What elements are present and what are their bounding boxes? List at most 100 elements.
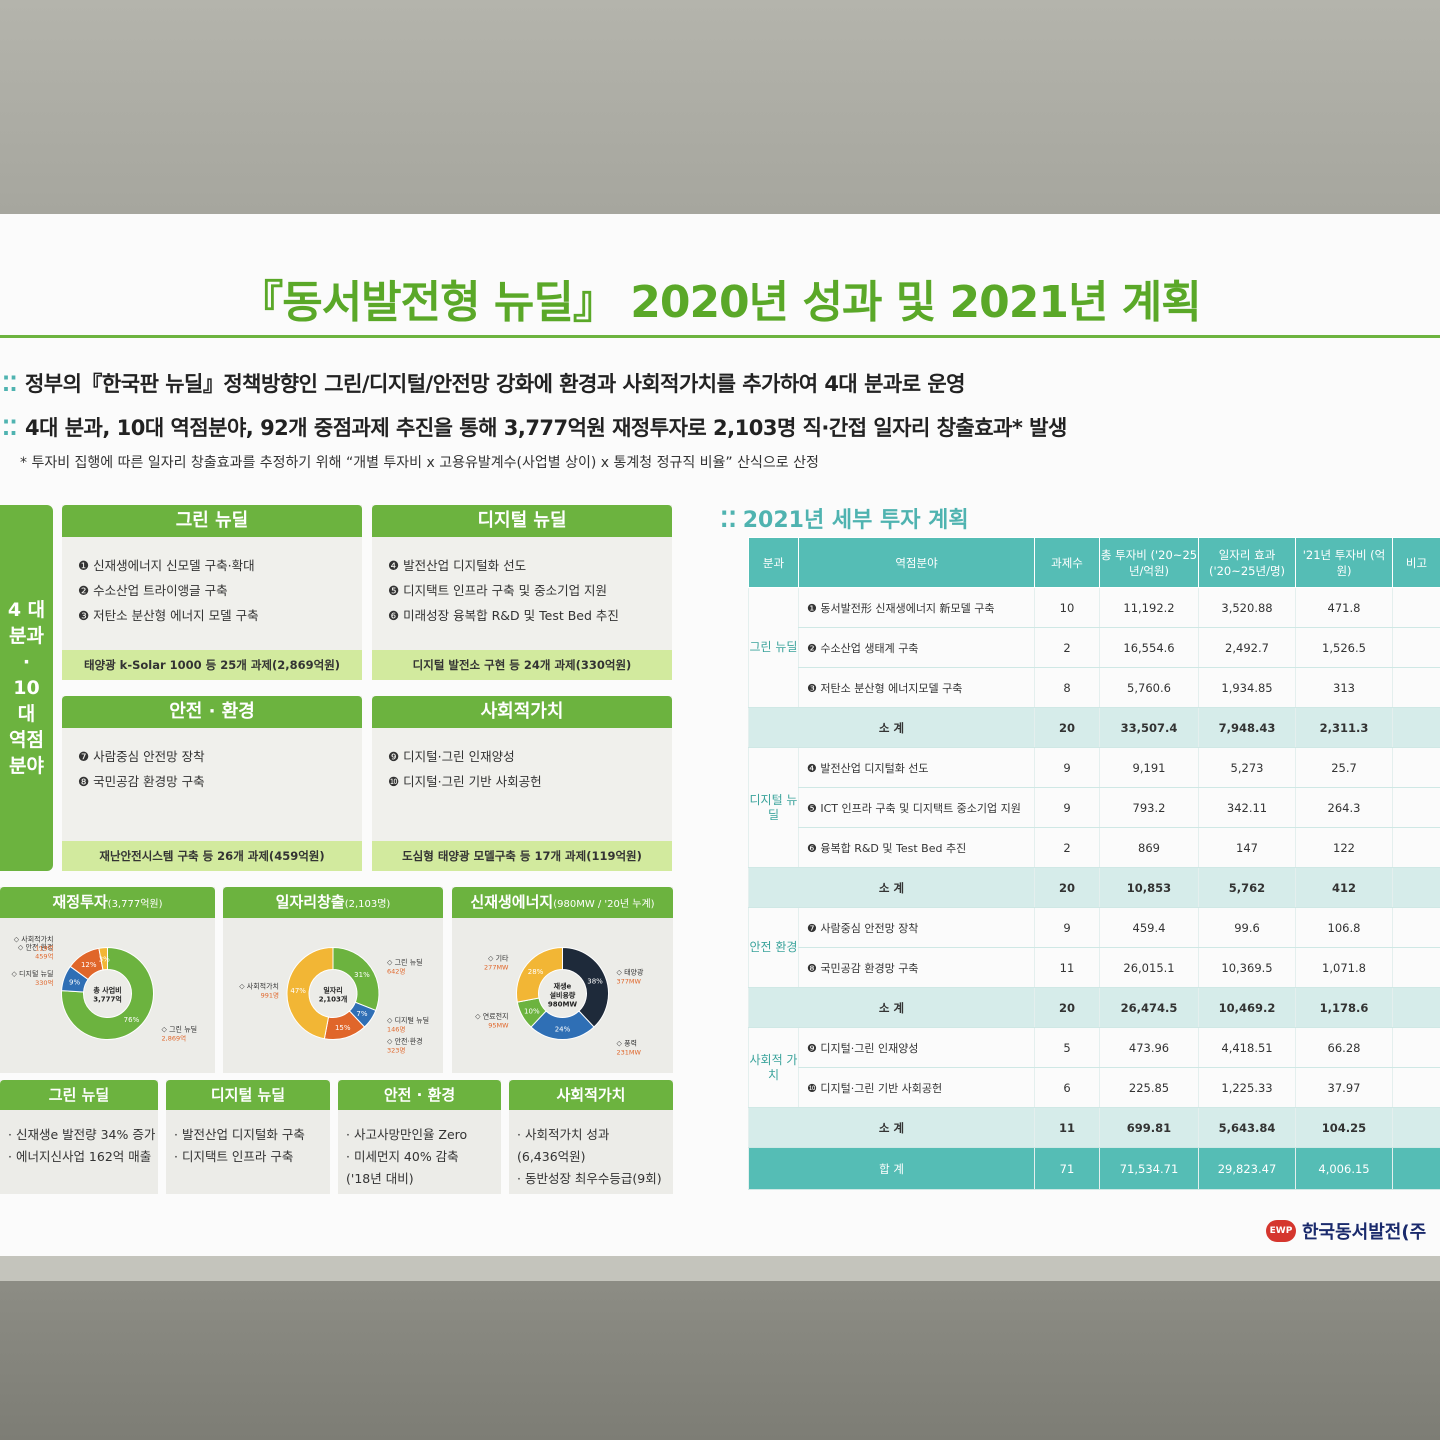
- slice-percent-label: 38%: [587, 978, 603, 986]
- slice-percent-label: 47%: [290, 987, 306, 995]
- donut-center-label: 3,777억: [93, 995, 122, 1004]
- value-cell: 2: [1034, 827, 1100, 868]
- slice-value: 277MW: [484, 963, 509, 971]
- stat-heading: 일자리창출(2,103명): [223, 887, 443, 918]
- total-value: 4,006.15: [1295, 1147, 1393, 1190]
- summary-bullet-2: ⁚⁚ 4대 분과, 10대 역점분야, 92개 중점과제 추진을 통해 3,777…: [2, 416, 1067, 440]
- table-header-row: 분과 역점분야 과제수 총 투자비 ('20~25년/억원) 일자리 효과 ('…: [748, 537, 1440, 588]
- total-label: 합 계: [748, 1147, 1035, 1190]
- focus-area-cell: ❻ 융복합 R&D 및 Test Bed 추진: [798, 827, 1035, 868]
- slice-percent-label: 7%: [356, 1010, 367, 1018]
- value-cell: 10,369.5: [1198, 947, 1296, 988]
- result-item: · 사회적가치 성과 (6,436억원): [517, 1127, 610, 1164]
- quad-item: ❶ 신재생에너지 신모델 구축·확대: [78, 558, 255, 573]
- note-cell: [1392, 987, 1440, 1028]
- slice-percent-label: 24%: [555, 1026, 571, 1034]
- subtotal-value: 20: [1034, 987, 1100, 1028]
- note-cell: [1392, 867, 1440, 908]
- value-cell: 313: [1295, 667, 1393, 708]
- note-cell: [1392, 947, 1440, 988]
- value-cell: 25.7: [1295, 747, 1393, 788]
- col-header: 일자리 효과 ('20~25년/명): [1198, 537, 1296, 588]
- note-cell: [1392, 627, 1440, 668]
- slice-value: 2,869억: [162, 1034, 187, 1042]
- slice-percent-label: 12%: [81, 961, 97, 969]
- slice-percent-label: 28%: [528, 968, 544, 976]
- slice-value: 991명: [261, 991, 279, 1000]
- slice-value: 459억: [35, 953, 53, 961]
- value-cell: 9,191: [1099, 747, 1199, 788]
- donut-slice: [562, 946, 609, 1028]
- result-item: · 사고사망만인율 Zero: [346, 1127, 468, 1142]
- slice-value: 642명: [387, 966, 405, 975]
- value-cell: 37.97: [1295, 1067, 1393, 1108]
- slice-value: 330억: [35, 979, 53, 987]
- subtotal-row: 소 계 20 10,853 5,762 412: [748, 867, 1440, 908]
- note-cell: [1392, 907, 1440, 948]
- category-cell: 안전 환경: [748, 907, 799, 988]
- value-cell: 1,071.8: [1295, 947, 1393, 988]
- value-cell: 5,760.6: [1099, 667, 1199, 708]
- slice-value: 231MW: [617, 1049, 642, 1057]
- value-cell: 1,934.85: [1198, 667, 1296, 708]
- quad-summary: 도심형 태양광 모델구축 등 17개 과제(119억원): [372, 841, 672, 871]
- slice-label: ◇ 안전·환경: [387, 1036, 423, 1045]
- subtotal-label: 소 계: [748, 867, 1035, 908]
- note-cell: [1392, 1067, 1440, 1108]
- table-row: 사회적 가치 ❾ 디지털·그린 인재양성 5 473.96 4,418.51 66.28: [748, 1027, 1440, 1108]
- table-row: ❺ ICT 인프라 구축 및 디지택트 중소기업 지원 9 793.2 342.11 2…: [749, 787, 1440, 828]
- wall-background: [0, 0, 1440, 215]
- value-cell: 11,192.2: [1099, 587, 1199, 628]
- table-row: 디지털 뉴딜 ❹ 발전산업 디지털화 선도 9 9,191 5,273 25.7: [748, 747, 1440, 868]
- value-cell: 122: [1295, 827, 1393, 868]
- result-heading: 사회적가치: [509, 1080, 673, 1110]
- poster-board: 『동서발전형 뉴딜』 2020년 성과 및 2021년 계획 ⁚⁚ 정부의『한국판…: [0, 214, 1440, 1256]
- slice-percent-label: 3%: [99, 956, 110, 964]
- subtotal-value: 11: [1034, 1107, 1100, 1148]
- value-cell: 5,273: [1198, 747, 1296, 788]
- subtotal-value: 699.81: [1099, 1107, 1199, 1148]
- bullet-icon: ⁚⁚: [2, 372, 17, 396]
- donut-center-label: 2,103개: [319, 995, 348, 1004]
- slice-percent-label: 76%: [124, 1016, 140, 1024]
- col-header: 역점분야: [798, 537, 1035, 588]
- value-cell: 4,418.51: [1198, 1027, 1296, 1068]
- slice-value: 146명: [387, 1025, 405, 1034]
- subtotal-value: 26,474.5: [1099, 987, 1199, 1028]
- subtotal-row: 소 계 11 699.81 5,643.84 104.25: [748, 1107, 1440, 1148]
- footnote: * 투자비 집행에 따른 일자리 창출효과를 추정하기 위해 “개별 투자비 x…: [20, 455, 819, 471]
- bullet-icon: ⁚⁚: [720, 508, 737, 533]
- table-row: 안전 환경 ❼ 사람중심 안전망 장착 9 459.4 99.6 106.8: [748, 907, 1440, 988]
- focus-area-cell: ❷ 수소산업 생태계 구축: [798, 627, 1035, 668]
- quad-summary: 디지털 발전소 구현 등 24개 과제(330억원): [372, 650, 672, 680]
- subtotal-label: 소 계: [748, 1107, 1035, 1148]
- slice-label: ◇ 디지털 뉴딜: [387, 1016, 429, 1025]
- value-cell: 99.6: [1198, 907, 1296, 948]
- stat-investment: 재정투자(3,777억원) 76% ◇ 그린 뉴딜 2,869억 9% ◇ 디지털 뉴딜…: [0, 887, 215, 1073]
- quad-heading: 안전 · 환경: [62, 696, 362, 728]
- quad-social: 사회적가치 ❾ 디지털·그린 인재양성 ❿ 디지털·그린 기반 사회공헌 도심형 …: [372, 696, 672, 871]
- value-cell: 473.96: [1099, 1027, 1199, 1068]
- value-cell: 9: [1034, 787, 1100, 828]
- result-heading: 그린 뉴딜: [0, 1080, 158, 1110]
- focus-area-cell: ❺ ICT 인프라 구축 및 디지택트 중소기업 지원: [798, 787, 1035, 828]
- value-cell: 9: [1034, 747, 1100, 788]
- value-cell: 225.85: [1099, 1067, 1199, 1108]
- title-divider: [0, 335, 1440, 338]
- col-header: '21년 투자비 (억원): [1295, 537, 1393, 588]
- summary-bullet-1: ⁚⁚ 정부의『한국판 뉴딜』정책방향인 그린/디지털/안전망 강화에 환경과 사회…: [2, 372, 965, 396]
- value-cell: 106.8: [1295, 907, 1393, 948]
- slice-percent-label: 31%: [354, 971, 370, 979]
- value-cell: 66.28: [1295, 1027, 1393, 1068]
- value-cell: 6: [1034, 1067, 1100, 1108]
- slice-percent-label: 10%: [524, 1007, 540, 1015]
- table-row: 그린 뉴딜 ❶ 동서발전形 신재생에너지 新모델 구축 10 11,192.2 3,52…: [748, 587, 1440, 708]
- quad-summary: 재난안전시스템 구축 등 26개 과제(459억원): [62, 841, 362, 871]
- value-cell: 2,492.7: [1198, 627, 1296, 668]
- slice-label: ◇ 그린 뉴딜: [387, 957, 423, 966]
- result-heading: 디지털 뉴딜: [166, 1080, 330, 1110]
- value-cell: 3,520.88: [1198, 587, 1296, 628]
- quad-item: ❽ 국민공감 환경망 구축: [78, 774, 205, 789]
- subtotal-value: 5,643.84: [1198, 1107, 1296, 1148]
